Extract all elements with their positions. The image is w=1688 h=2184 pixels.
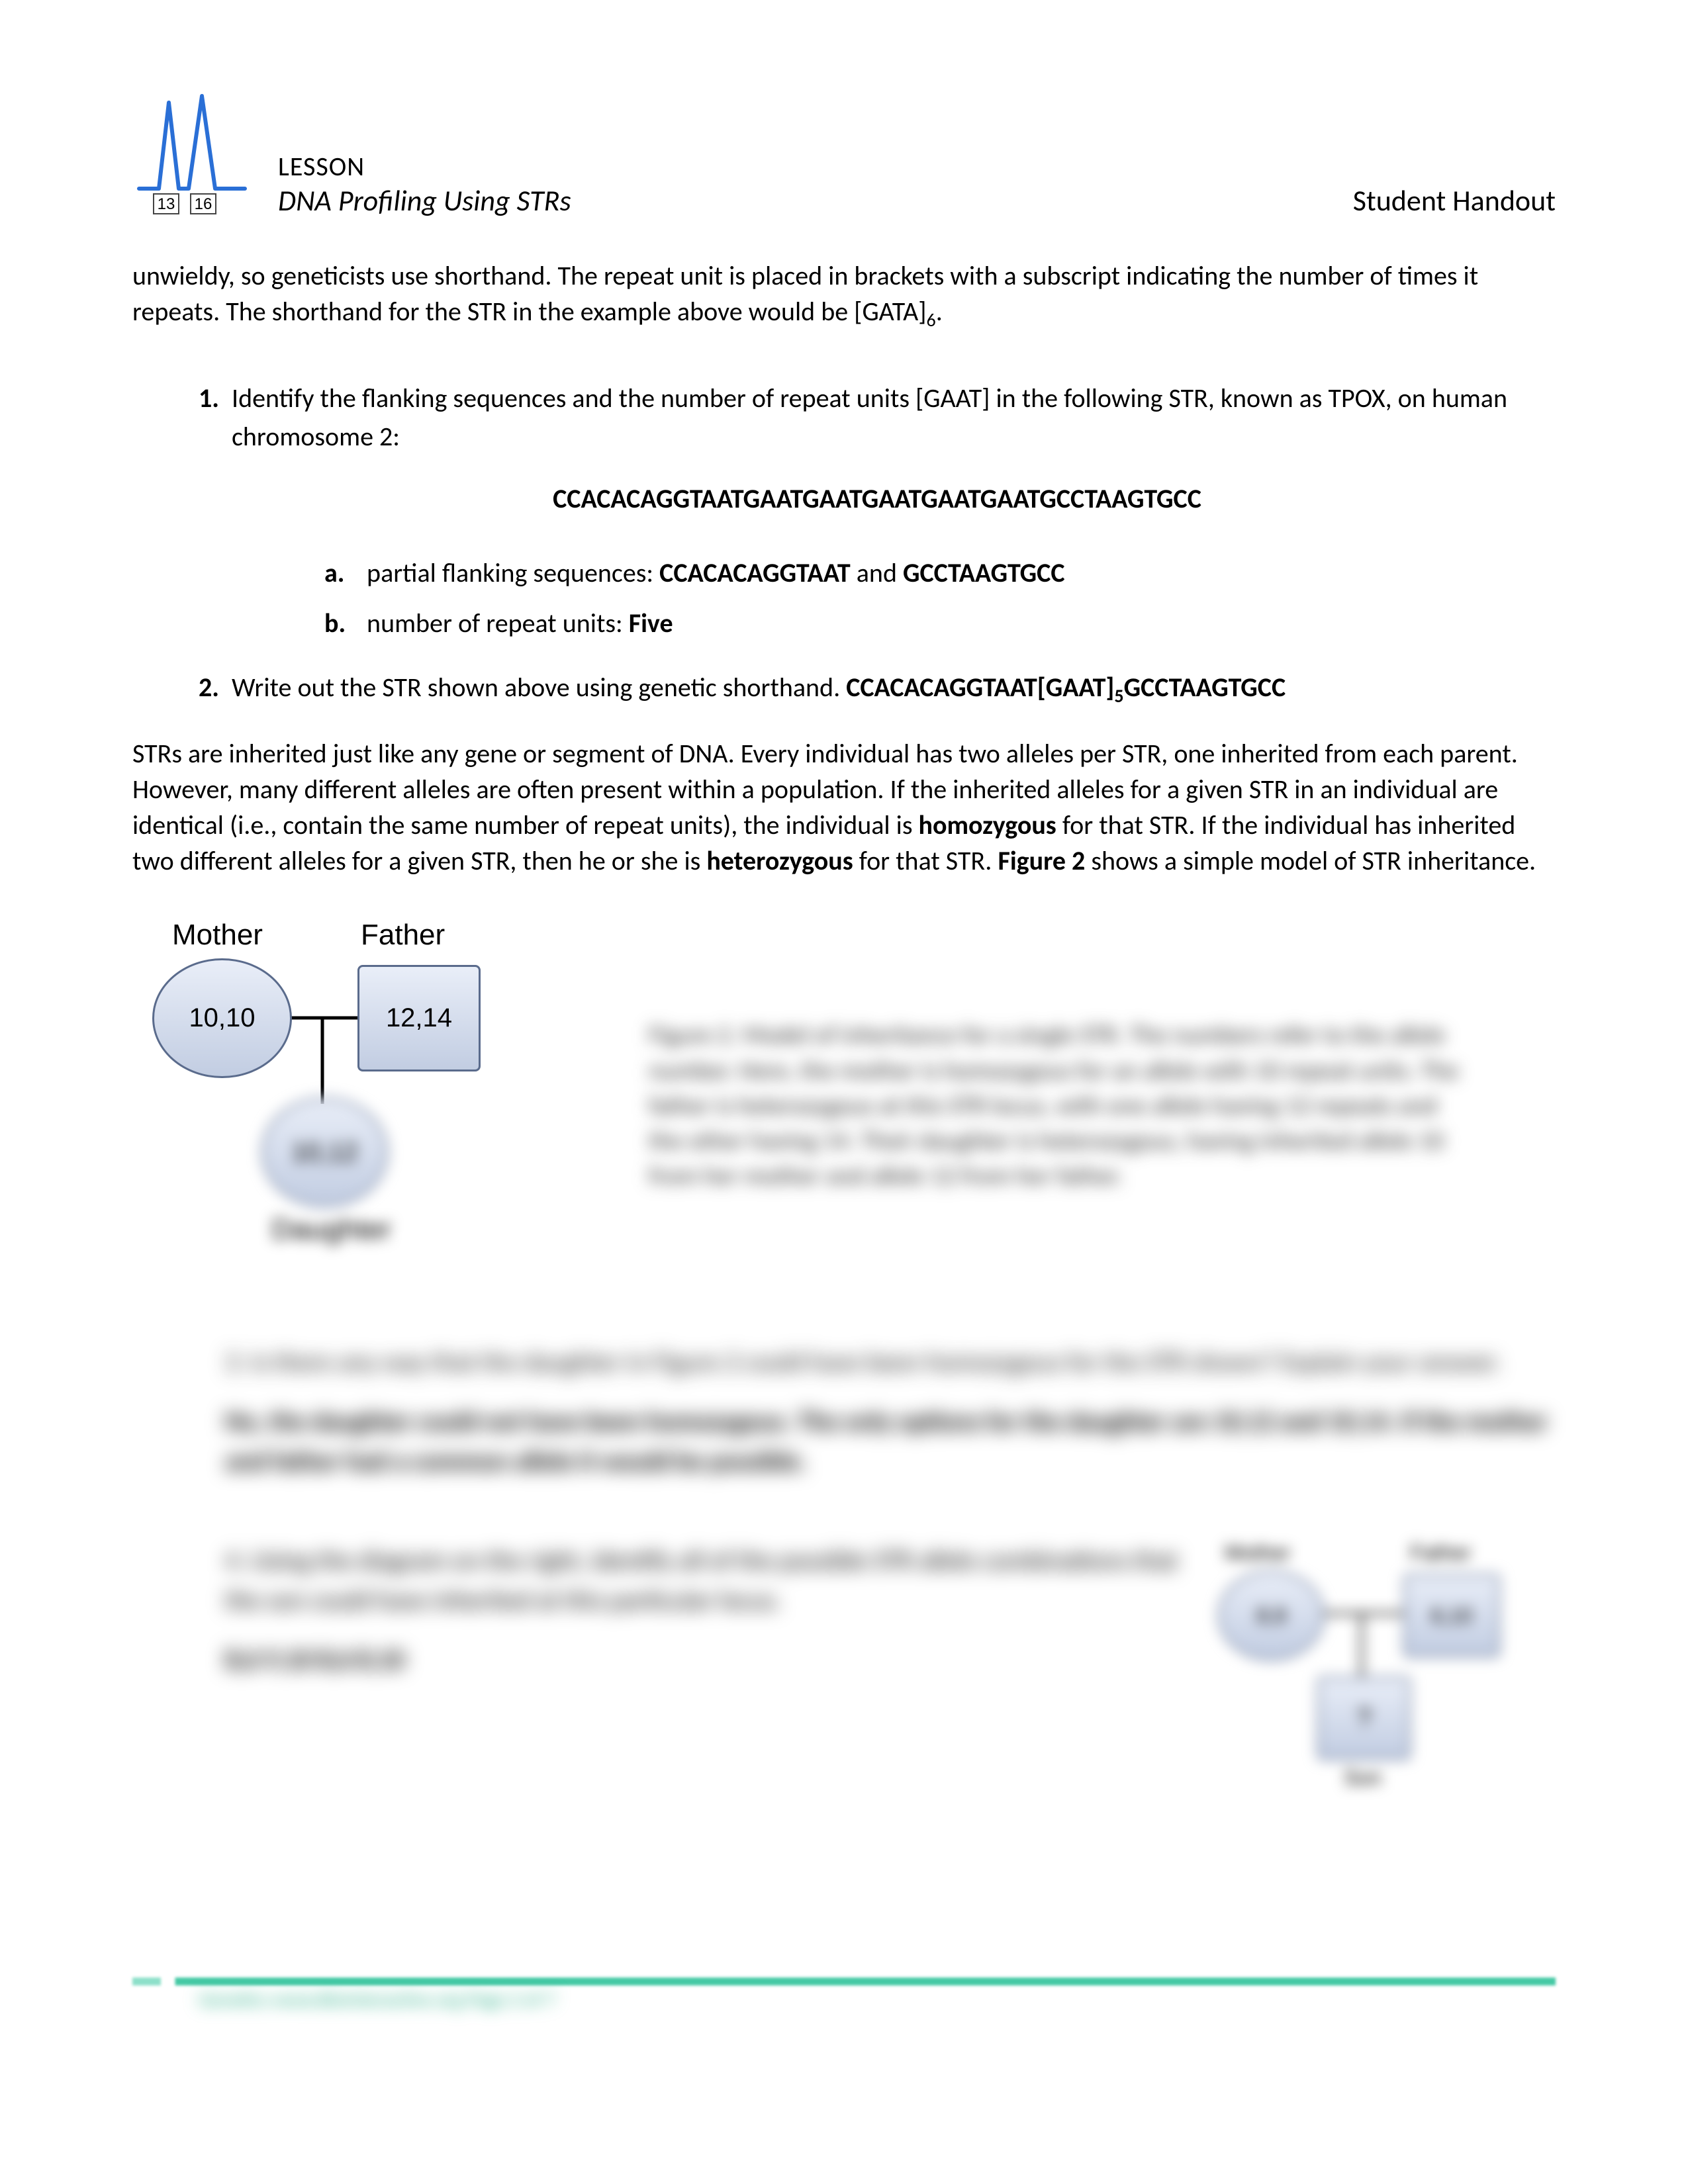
logo-icon: 13 16 bbox=[132, 86, 252, 218]
q1-a-letter: a. bbox=[324, 548, 361, 598]
q1-sequence: CCACACAGGTAATGAATGAATGAATGAATGAATGCCTAAG… bbox=[199, 482, 1556, 515]
q4-son-node: ? bbox=[1317, 1676, 1411, 1760]
mother-node: 10,10 bbox=[152, 958, 292, 1078]
father-value: 12,14 bbox=[386, 1003, 452, 1033]
page: 13 16 LESSON DNA Profiling Using STRs St… bbox=[0, 0, 1688, 2184]
p2-e: for that STR. bbox=[859, 844, 998, 877]
daughter-label: Daughter bbox=[271, 1213, 391, 1246]
daughter-node: 10,12 bbox=[261, 1097, 388, 1207]
figure-2: Mother Father 10,10 12,14 10,12 Daughter… bbox=[132, 919, 1556, 1263]
q1-b-label: number of repeat units: bbox=[367, 607, 629, 639]
q2-number: 2. bbox=[199, 668, 232, 710]
q1-a-ans1: CCACACAGGTAAT bbox=[659, 557, 851, 589]
logo-right-number: 16 bbox=[195, 195, 212, 213]
q1-b-ans: Five bbox=[629, 607, 673, 639]
p2-f: Figure 2 bbox=[998, 844, 1085, 877]
q1-b: b. number of repeat units: Five bbox=[324, 598, 1556, 649]
q4-mother-node: 8,9 bbox=[1218, 1570, 1325, 1661]
q1-a-label: partial flanking sequences: bbox=[367, 557, 659, 589]
q4-pedigree: Mother Father 8,9 6,10 ? Son bbox=[1211, 1541, 1556, 1825]
question-1: 1. Identify the flanking sequences and t… bbox=[199, 379, 1556, 710]
intro-text: unwieldy, so geneticists use shorthand. … bbox=[132, 259, 1478, 328]
footer-divider bbox=[132, 1978, 1556, 1985]
inheritance-paragraph: STRs are inherited just like any gene or… bbox=[132, 736, 1556, 879]
pedigree-diagram: Mother Father 10,10 12,14 10,12 Daughter bbox=[132, 919, 596, 1263]
figure-2-caption: Figure 2. Model of inheritance for a sin… bbox=[649, 1018, 1476, 1194]
page-header: 13 16 LESSON DNA Profiling Using STRs St… bbox=[132, 86, 1556, 218]
intro-sub: 6 bbox=[926, 308, 935, 332]
logo-left-number: 13 bbox=[158, 195, 175, 213]
footer-text: Genetics www.BioInteractive.org Page 2 o… bbox=[199, 1987, 555, 2012]
q2-text: Write out the STR shown above using gene… bbox=[232, 671, 846, 704]
q4-text-col: 4. Using the diagram on the right, ident… bbox=[199, 1541, 1185, 1680]
question-3-block: 3. Is there any way that the daughter in… bbox=[132, 1342, 1556, 1481]
q4-son-value: ? bbox=[1356, 1704, 1371, 1733]
intro-paragraph: unwieldy, so geneticists use shorthand. … bbox=[132, 258, 1556, 333]
handout-label: Student Handout bbox=[1353, 183, 1556, 218]
p2-g: shows a simple model of STR inheritance. bbox=[1091, 844, 1536, 877]
daughter-value: 10,12 bbox=[291, 1138, 357, 1167]
q2-ans-sub: 5 bbox=[1114, 684, 1123, 707]
question-4-block: 4. Using the diagram on the right, ident… bbox=[199, 1541, 1556, 1825]
q4-son-label: Son bbox=[1344, 1766, 1382, 1790]
q3-answer: No, the daughter could not have been hom… bbox=[225, 1402, 1556, 1481]
lesson-title: DNA Profiling Using STRs bbox=[278, 183, 571, 218]
q2-ans-pre: CCACACAGGTAAT[GAAT] bbox=[846, 671, 1114, 704]
q2-ans-post: GCCTAAGTGCC bbox=[1124, 671, 1286, 704]
header-left: LESSON DNA Profiling Using STRs bbox=[278, 150, 571, 218]
q1-sublist: a. partial flanking sequences: CCACACAGG… bbox=[324, 548, 1556, 649]
q4-mother-value: 8,9 bbox=[1256, 1604, 1286, 1628]
q1-a-ans2: GCCTAAGTGCC bbox=[903, 557, 1065, 589]
q4-father-node: 6,10 bbox=[1403, 1574, 1500, 1657]
q4-text: 4. Using the diagram on the right, ident… bbox=[225, 1541, 1185, 1620]
lesson-label: LESSON bbox=[278, 150, 571, 183]
p2-d: heterozygous bbox=[706, 844, 853, 877]
q1-b-letter: b. bbox=[324, 598, 361, 649]
question-2: 2. Write out the STR shown above using g… bbox=[199, 668, 1556, 710]
q1-text: Identify the flanking sequences and the … bbox=[232, 379, 1556, 456]
q4-answer: 8,6 9,10 8,6 8,10 bbox=[225, 1640, 1185, 1680]
q1-a-and: and bbox=[857, 557, 903, 589]
p2-b: homozygous bbox=[919, 809, 1056, 841]
q4-father-value: 6,10 bbox=[1431, 1604, 1472, 1628]
mother-value: 10,10 bbox=[189, 1003, 255, 1033]
q3-text: 3. Is there any way that the daughter in… bbox=[225, 1342, 1556, 1382]
father-node: 12,14 bbox=[357, 965, 481, 1071]
q1-number: 1. bbox=[199, 379, 232, 456]
q1-a: a. partial flanking sequences: CCACACAGG… bbox=[324, 548, 1556, 598]
